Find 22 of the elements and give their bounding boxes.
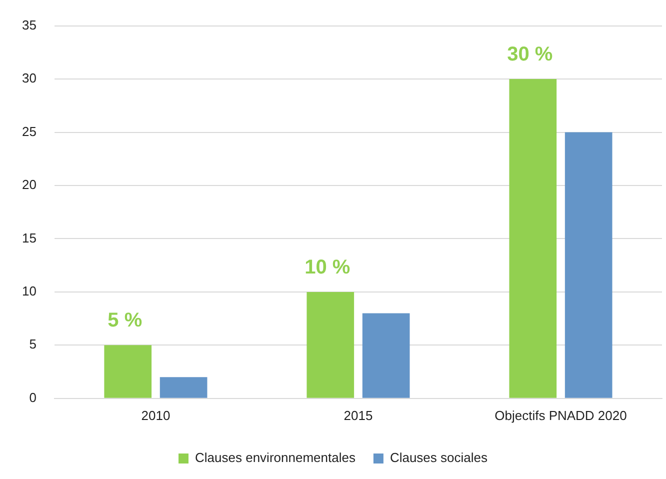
y-tick-label: 5 — [29, 336, 36, 352]
bar — [104, 345, 152, 398]
y-tick-label: 0 — [29, 390, 36, 405]
x-tick-label: Objectifs PNADD 2020 — [494, 408, 627, 423]
y-tick-label: 15 — [22, 230, 36, 246]
bar — [306, 292, 354, 398]
y-tick-label: 35 — [22, 17, 36, 32]
bar — [160, 377, 208, 398]
data-label: 10 % — [304, 256, 350, 278]
x-tick-label: 2015 — [344, 408, 373, 423]
y-tick-label: 25 — [22, 124, 36, 139]
y-tick-label: 30 — [22, 70, 36, 86]
legend-label: Clauses sociales — [390, 450, 488, 466]
bar — [509, 79, 557, 398]
bar — [362, 313, 410, 398]
legend-label: Clauses environnementales — [195, 450, 356, 466]
data-label: 30 % — [507, 44, 553, 66]
data-label: 5 % — [108, 310, 142, 332]
y-tick-label: 20 — [22, 177, 36, 192]
x-tick-label: 2010 — [141, 408, 170, 423]
y-tick-label: 10 — [22, 284, 36, 299]
bar — [564, 132, 612, 398]
